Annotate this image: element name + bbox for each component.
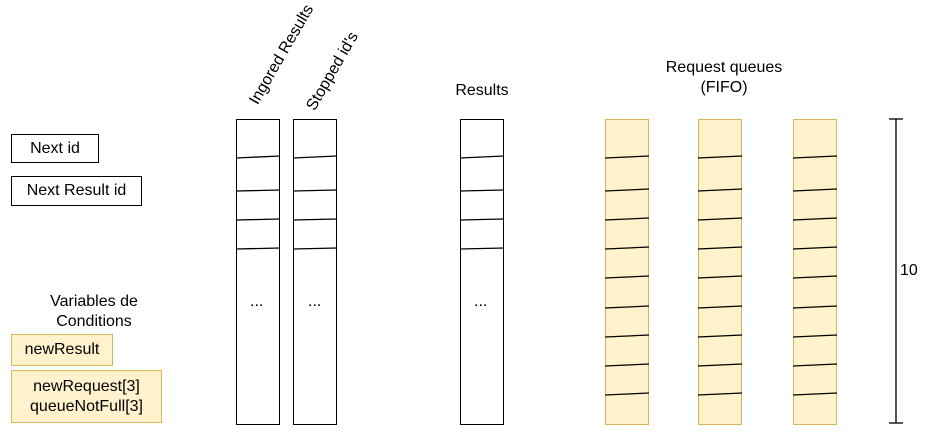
queue-slot-divider	[604, 392, 650, 396]
queue-not-full-label: queueNotFull[3]	[30, 397, 143, 415]
queue-slot-divider	[697, 334, 743, 338]
queue-slot-divider	[792, 392, 838, 396]
results-header: Results	[455, 82, 509, 99]
conditions-title: Variables de Conditions	[50, 293, 138, 330]
new-request-label: newRequest[3]	[33, 377, 140, 395]
stopped-ids-column	[293, 119, 337, 425]
next-id-box: Next id	[11, 134, 99, 163]
queue-slot-divider	[697, 275, 743, 279]
queue-slot-divider	[792, 246, 838, 250]
queue-slot-divider	[792, 334, 838, 338]
next-result-id-label: Next Result id	[26, 182, 127, 199]
new-result-label: newResult	[24, 341, 100, 358]
slot-divider	[459, 247, 505, 250]
ignored-results-column	[236, 119, 280, 425]
queue-size-label: 10	[900, 262, 918, 279]
request-queue-2	[698, 119, 742, 425]
queue-slot-divider	[697, 305, 743, 309]
queue-slot-divider	[604, 363, 650, 367]
queue-slot-divider	[697, 217, 743, 221]
queue-slot-divider	[792, 305, 838, 309]
request-queues-header: Request queues (FIFO)	[665, 59, 783, 96]
queue-slot-divider	[604, 334, 650, 338]
slot-divider	[292, 155, 338, 159]
queue-slot-divider	[604, 155, 650, 159]
request-queue-3	[793, 119, 837, 425]
slot-divider	[292, 247, 338, 250]
queue-slot-divider	[604, 217, 650, 221]
queue-slot-divider	[604, 246, 650, 250]
slot-divider	[235, 155, 281, 159]
queue-slot-divider	[697, 188, 743, 192]
queue-slot-divider	[792, 363, 838, 367]
queue-slot-divider	[604, 305, 650, 309]
next-id-label: Next id	[30, 139, 80, 157]
queue-slot-divider	[792, 188, 838, 192]
slot-divider	[459, 189, 505, 192]
slot-divider	[292, 218, 338, 221]
slot-divider	[459, 218, 505, 221]
queue-slot-divider	[697, 392, 743, 396]
queue-slot-divider	[604, 275, 650, 279]
ignored-results-ellipsis: ...	[250, 293, 264, 310]
next-result-id-box: Next Result id	[11, 176, 142, 206]
results-column	[460, 119, 504, 425]
new-result-box: newResult	[11, 334, 113, 366]
queue-slot-divider	[697, 246, 743, 250]
results-ellipsis: ...	[474, 293, 488, 310]
slot-divider	[459, 155, 505, 159]
queue-slot-divider	[604, 188, 650, 192]
slot-divider	[235, 247, 281, 250]
new-request-queue-box: newRequest[3] queueNotFull[3]	[11, 370, 162, 423]
request-queue-1	[605, 119, 649, 425]
slot-divider	[235, 218, 281, 221]
queue-slot-divider	[792, 217, 838, 221]
stopped-ids-ellipsis: ...	[308, 293, 322, 310]
queue-slot-divider	[697, 363, 743, 367]
queue-slot-divider	[697, 155, 743, 159]
slot-divider	[292, 189, 338, 192]
queue-slot-divider	[792, 275, 838, 279]
queue-slot-divider	[792, 155, 838, 159]
slot-divider	[235, 189, 281, 192]
